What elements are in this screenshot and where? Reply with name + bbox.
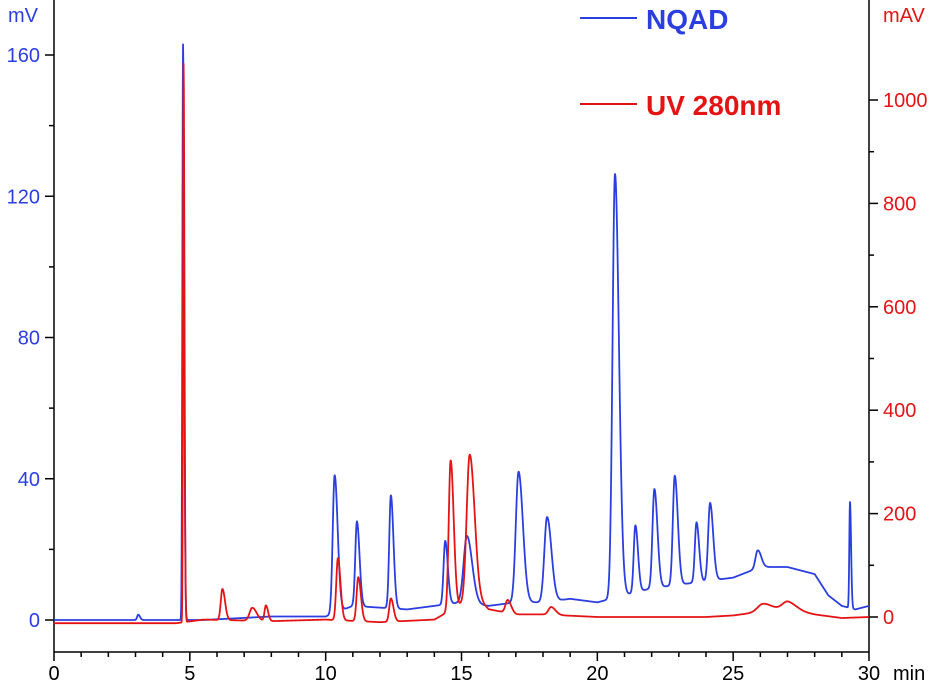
left-tick-label: 80 [18,328,40,350]
right-tick-label: 400 [883,400,916,422]
series-line-nqad [53,43,870,621]
right-tick-label: 0 [883,607,894,629]
x-tick-label: 5 [184,663,195,685]
x-tick-label: 0 [48,663,59,685]
left-unit-label: mV [8,5,39,27]
right-tick-label: 800 [883,193,916,215]
x-tick-label: 25 [722,663,744,685]
legend-label-uv-280nm: UV 280nm [646,90,781,121]
left-tick-label: 120 [7,186,40,208]
legend-label-nqad: NQAD [646,4,728,35]
x-tick-label: 15 [450,663,472,685]
left-tick-label: 0 [29,610,40,632]
right-tick-label: 600 [883,297,916,319]
left-tick-label: 160 [7,45,40,67]
right-tick-label: 200 [883,504,916,526]
right-unit-label: mAV [883,5,926,27]
left-tick-label: 40 [18,469,40,491]
right-tick-label: 1000 [883,90,928,112]
x-tick-label: 30 [858,663,880,685]
x-unit-label: min [893,663,925,685]
series-line-uv-280nm [53,62,870,625]
x-tick-label: 10 [315,663,337,685]
x-tick-label: 20 [586,663,608,685]
